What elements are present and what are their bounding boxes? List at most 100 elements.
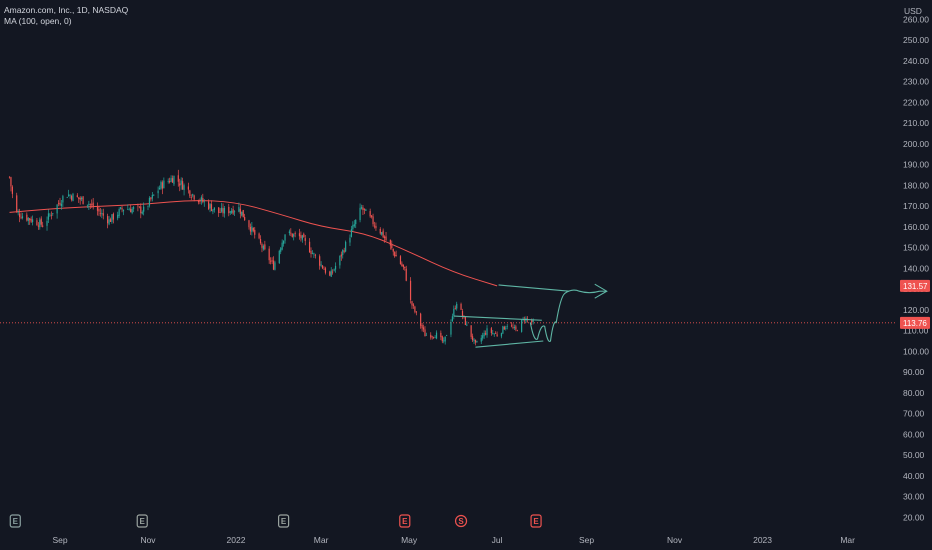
earnings-event-marker[interactable]: E xyxy=(278,514,290,528)
candle xyxy=(118,207,120,219)
candle xyxy=(502,325,504,335)
y-tick-label: 180.00 xyxy=(903,180,929,190)
candle xyxy=(360,204,363,210)
x-tick-label: 2022 xyxy=(227,535,246,545)
candle xyxy=(17,209,19,216)
candle xyxy=(121,206,123,213)
candle xyxy=(492,329,494,335)
candle xyxy=(490,326,492,336)
candle xyxy=(402,264,404,270)
candle xyxy=(454,305,456,310)
candle xyxy=(36,217,38,226)
earnings-event-marker[interactable]: E xyxy=(399,514,411,528)
symbol-title[interactable]: Amazon.com, Inc., 1D, NASDAQ xyxy=(4,5,129,15)
candle xyxy=(411,300,413,309)
candle xyxy=(244,213,246,221)
candle xyxy=(27,217,29,225)
candle xyxy=(222,203,224,217)
candle xyxy=(503,325,505,330)
candle xyxy=(19,208,21,223)
candle xyxy=(516,329,518,332)
candle xyxy=(272,256,275,271)
candle xyxy=(130,204,132,213)
candle xyxy=(89,203,91,209)
candle xyxy=(220,202,223,213)
y-tick-label: 40.00 xyxy=(903,471,925,481)
candle xyxy=(70,194,73,202)
candle xyxy=(435,330,438,340)
earnings-event-marker[interactable]: E xyxy=(530,514,542,528)
price-axis[interactable]: USD 20.00 30.00 40.00 50.00 60.00 70.00 80.00 90… xyxy=(900,6,930,522)
candle xyxy=(379,227,381,235)
candle xyxy=(187,182,189,194)
candle xyxy=(362,204,364,216)
candle xyxy=(506,324,508,330)
candle xyxy=(311,250,314,255)
x-tick-label: 2023 xyxy=(753,535,772,545)
candle xyxy=(78,197,80,203)
candle xyxy=(303,232,305,238)
split-event-marker[interactable]: S xyxy=(454,514,468,528)
candle xyxy=(301,234,303,243)
x-tick-label: May xyxy=(401,535,418,545)
x-tick-label: Nov xyxy=(667,535,683,545)
y-tick-label: 120.00 xyxy=(903,305,929,315)
y-tick-label: 170.00 xyxy=(903,201,929,211)
candlestick-series xyxy=(8,169,534,346)
candle xyxy=(298,228,301,240)
candle xyxy=(381,231,383,236)
candle xyxy=(415,311,417,316)
candle xyxy=(173,175,175,187)
candle xyxy=(238,202,240,213)
triangle-lower-trendline[interactable] xyxy=(475,340,544,348)
candle xyxy=(140,203,142,219)
candle xyxy=(60,199,63,210)
candle xyxy=(158,185,161,190)
candle xyxy=(372,213,374,227)
candle xyxy=(109,217,112,223)
candle xyxy=(76,193,78,198)
candle xyxy=(290,228,292,237)
candle xyxy=(52,213,54,216)
candle xyxy=(30,216,32,223)
candle xyxy=(345,240,347,253)
indicator-title[interactable]: MA (100, open, 0) xyxy=(4,16,72,26)
earnings-event-marker[interactable]: E xyxy=(9,514,21,528)
candle xyxy=(476,340,478,343)
candle xyxy=(183,183,185,196)
candle xyxy=(443,337,445,344)
candle xyxy=(82,196,84,205)
projection-arrow-head[interactable] xyxy=(594,283,608,299)
y-tick-label: 160.00 xyxy=(903,222,929,232)
time-axis[interactable]: Sep Nov 2022 Mar May Jul Sep Nov 2023 Mar xyxy=(52,535,855,545)
earnings-event-marker[interactable]: E xyxy=(136,514,148,528)
candle xyxy=(213,207,215,213)
y-tick-label: 230.00 xyxy=(903,77,929,87)
y-tick-label: 250.00 xyxy=(903,35,929,45)
candle xyxy=(330,267,332,278)
candle xyxy=(46,216,48,231)
candle xyxy=(98,205,100,216)
y-tick-label: 110.00 xyxy=(903,326,929,336)
candle xyxy=(239,204,241,219)
candle xyxy=(37,222,39,230)
user-drawings[interactable] xyxy=(453,283,608,348)
y-tick-label: 200.00 xyxy=(903,139,929,149)
candle xyxy=(223,205,226,218)
candle xyxy=(382,228,384,239)
candle xyxy=(21,212,24,220)
x-tick-label: Mar xyxy=(314,535,329,545)
triangle-upper-trendline[interactable] xyxy=(453,315,542,321)
y-tick-label: 90.00 xyxy=(903,367,925,377)
candle xyxy=(39,217,41,230)
candle xyxy=(248,219,250,230)
candle xyxy=(150,196,152,202)
target-trendline[interactable] xyxy=(498,284,570,292)
candle xyxy=(532,318,534,325)
projection-path[interactable] xyxy=(529,289,600,342)
candle xyxy=(40,216,42,227)
candle xyxy=(405,265,407,282)
candle xyxy=(107,213,109,229)
